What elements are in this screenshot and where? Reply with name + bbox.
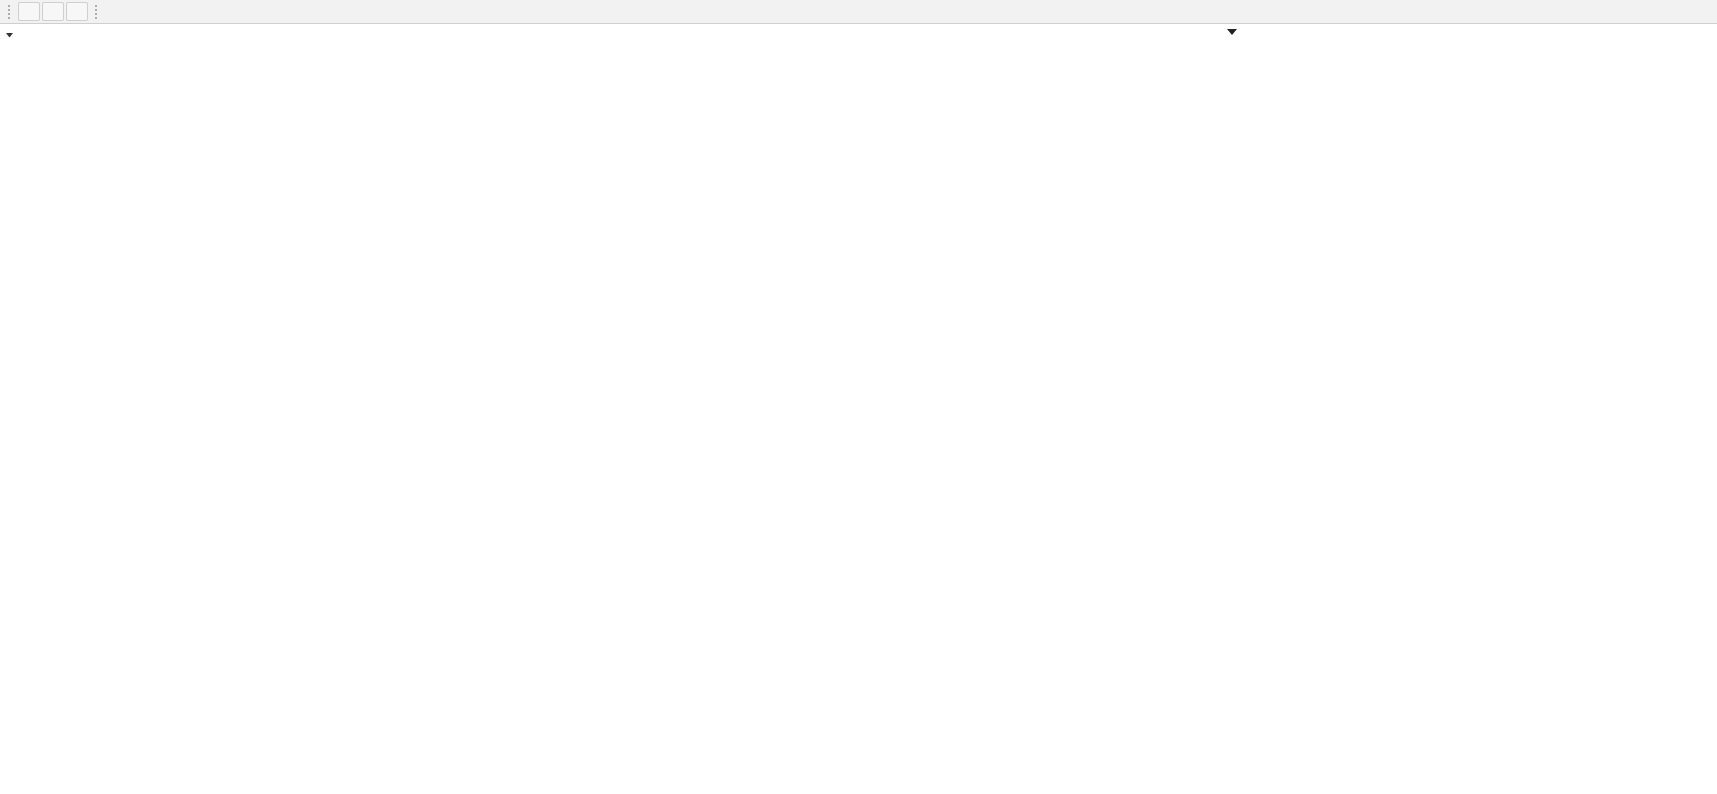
chart-area	[6, 29, 1237, 38]
chart-shift-marker-icon[interactable]	[1227, 29, 1237, 35]
text-tool-button[interactable]	[42, 2, 64, 21]
top-toolbar	[0, 0, 1717, 24]
symbol-marker-icon	[6, 33, 13, 38]
font-tool-button[interactable]	[18, 2, 40, 21]
toolbar-drag-handle-2[interactable]	[94, 3, 99, 20]
shapes-tool-button[interactable]	[66, 2, 88, 21]
toolbar-drag-handle[interactable]	[7, 3, 12, 20]
